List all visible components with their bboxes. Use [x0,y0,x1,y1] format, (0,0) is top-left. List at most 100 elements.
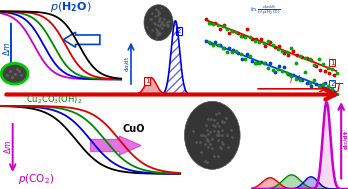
Point [208,41,213,44]
Point [217,44,222,47]
Point [224,50,230,53]
Point [308,84,314,88]
Text: $\mathrm{Cu_2CO_3(OH)_2}$: $\mathrm{Cu_2CO_3(OH)_2}$ [26,93,82,106]
Point [325,66,331,69]
Text: $T$: $T$ [334,82,345,94]
Point [327,90,332,93]
Point [267,40,273,43]
Point [252,39,258,42]
Point [234,49,239,52]
Text: 1: 1 [145,78,149,84]
Point [261,41,267,44]
Point [316,85,322,88]
Point [252,62,258,65]
Point [316,58,322,61]
Point [308,58,314,61]
Text: $\Delta m$: $\Delta m$ [1,42,12,56]
Point [331,74,337,77]
Point [253,61,259,64]
Point [253,37,259,40]
Text: ln $\frac{\mathrm{d}\alpha/dt}{h(p(\mathrm{H_2O}))}$: ln $\frac{\mathrm{d}\alpha/dt}{h(p(\math… [250,3,281,17]
Point [263,61,268,64]
Point [302,71,308,74]
Point [275,47,280,50]
Point [258,37,263,40]
Point [234,30,239,33]
Point [229,29,235,32]
Point [302,57,308,60]
Point [256,41,262,44]
Text: 2: 2 [177,28,181,34]
Point [288,46,294,50]
Point [288,74,294,77]
Point [293,77,299,80]
Circle shape [144,5,173,41]
Point [226,46,231,50]
Point [295,76,300,79]
Point [279,69,285,72]
Point [212,41,218,44]
Point [317,83,323,86]
Point [240,57,245,60]
Point [290,50,296,53]
Point [295,53,300,56]
Point [334,92,340,95]
Point [238,35,244,38]
Circle shape [184,101,240,169]
Point [244,53,250,56]
Point [276,45,282,48]
Point [221,24,227,27]
Point [203,17,208,20]
Point [243,57,248,60]
Point [304,56,309,59]
Point [321,82,326,85]
Point [313,83,318,86]
FancyArrow shape [90,136,141,155]
Point [330,68,335,71]
Point [299,78,305,81]
Point [244,28,250,31]
Point [322,81,328,84]
Point [247,36,253,39]
Point [334,71,340,74]
Point [220,24,226,27]
Text: $p(\mathbf{H_2O})$: $p(\mathbf{H_2O})$ [50,0,92,14]
Point [325,84,331,87]
Point [276,64,282,67]
Point [304,82,309,85]
Point [270,44,276,47]
Point [275,67,280,70]
FancyArrow shape [63,32,100,47]
Point [208,22,213,25]
Point [203,39,208,42]
Point [211,23,216,26]
Point [307,81,313,84]
Point [272,70,277,73]
Point [206,21,212,24]
Point [321,62,326,65]
Point [212,21,218,24]
Point [267,61,273,64]
Point [215,23,221,26]
Point [285,53,291,56]
Point [249,38,254,41]
Text: d$\alpha$/dt: d$\alpha$/dt [342,130,348,150]
Point [249,60,254,63]
Point [240,35,245,38]
Point [229,51,235,54]
Point [263,45,268,48]
Point [330,88,335,91]
Point [230,29,236,32]
Point [299,56,305,59]
Point [243,36,248,39]
Text: $T^{-1}$: $T^{-1}$ [288,74,303,86]
Text: 1: 1 [330,60,334,66]
Point [258,61,263,64]
Point [290,74,296,77]
Point [281,51,286,54]
Point [224,28,230,31]
Circle shape [1,63,28,84]
Point [293,61,299,64]
Point [279,50,285,53]
Point [284,50,290,53]
